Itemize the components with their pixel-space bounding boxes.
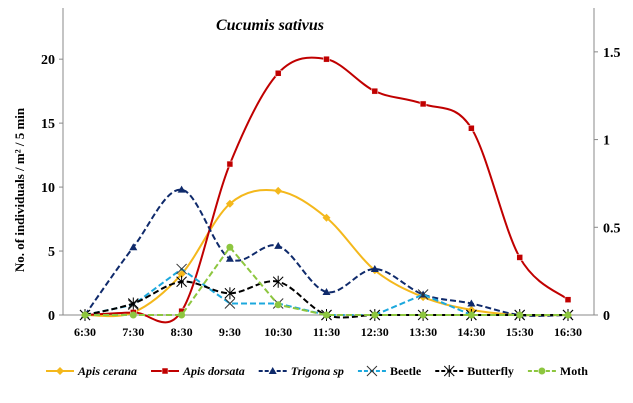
x-tick-label: 15:30 bbox=[506, 325, 534, 339]
data-point-moth bbox=[516, 311, 524, 319]
legend-label-apis-cerana: Apis cerana bbox=[77, 364, 137, 378]
data-point-trigona-sp bbox=[467, 299, 476, 307]
data-point-moth bbox=[129, 311, 137, 319]
y-tick-label: 10 bbox=[41, 181, 55, 196]
legend-label-beetle: Beetle bbox=[390, 364, 422, 378]
data-point-trigona-sp bbox=[177, 185, 186, 193]
legend-label-moth: Moth bbox=[560, 364, 588, 378]
x-tick-label: 13:30 bbox=[409, 325, 437, 339]
data-point-moth bbox=[81, 311, 89, 319]
chart-title: Cucumis sativus bbox=[216, 17, 324, 34]
data-point-apis-cerana bbox=[322, 213, 331, 222]
data-point-moth bbox=[564, 311, 572, 319]
y-tick-label: 5 bbox=[48, 245, 55, 260]
x-tick-label: 11:30 bbox=[313, 325, 340, 339]
legend-marker-butterfly bbox=[443, 365, 455, 377]
y2-tick-label: 1.5 bbox=[603, 46, 621, 61]
legend-label-trigona-sp: Trigona sp bbox=[291, 364, 344, 378]
data-point-beetle bbox=[417, 289, 429, 300]
data-point-apis-dorsata bbox=[419, 100, 427, 108]
data-point-trigona-sp bbox=[129, 243, 138, 251]
x-tick-label: 7:30 bbox=[122, 325, 144, 339]
data-point-moth bbox=[371, 311, 379, 319]
data-point-apis-cerana bbox=[274, 186, 283, 195]
data-point-moth bbox=[226, 243, 234, 251]
series-line-trigona-sp bbox=[84, 188, 569, 317]
y-tick-label: 0 bbox=[48, 309, 55, 324]
series-line-apis-dorsata bbox=[84, 56, 569, 324]
x-tick-label: 14:30 bbox=[457, 325, 485, 339]
legend-marker-beetle bbox=[366, 365, 378, 377]
y2-tick-label: 1 bbox=[603, 134, 610, 149]
data-point-apis-dorsata bbox=[371, 87, 379, 95]
legend-marker-trigona-sp bbox=[268, 367, 277, 374]
data-point-moth bbox=[178, 311, 186, 319]
data-point-apis-dorsata bbox=[564, 296, 572, 303]
x-tick-label: 8:30 bbox=[171, 325, 193, 339]
data-point-moth bbox=[323, 311, 330, 319]
data-point-trigona-sp bbox=[225, 254, 234, 262]
x-tick-label: 6:30 bbox=[74, 325, 96, 339]
legend-label-apis-dorsata: Apis dorsata bbox=[182, 364, 245, 378]
x-tick-label: 16:30 bbox=[554, 325, 582, 339]
y2-tick-label: 0.5 bbox=[603, 221, 621, 236]
data-point-moth bbox=[274, 301, 282, 309]
x-tick-label: 12:30 bbox=[361, 325, 389, 339]
data-point-apis-dorsata bbox=[274, 69, 282, 77]
y-axis-label: No. of individuals / m² / 5 min bbox=[12, 107, 27, 272]
data-point-butterfly bbox=[272, 275, 284, 288]
data-point-moth bbox=[419, 311, 427, 319]
y-tick-label: 20 bbox=[41, 53, 55, 68]
legend-marker-apis-dorsata bbox=[161, 367, 169, 375]
data-point-trigona-sp bbox=[322, 287, 331, 295]
data-point-apis-dorsata bbox=[323, 55, 330, 63]
legend-marker-moth bbox=[538, 367, 546, 375]
data-point-butterfly bbox=[224, 287, 236, 300]
data-point-apis-dorsata bbox=[516, 254, 523, 261]
data-point-trigona-sp bbox=[274, 241, 283, 249]
data-point-beetle bbox=[176, 263, 187, 275]
legend-label-butterfly: Butterfly bbox=[467, 364, 514, 378]
series-line-moth bbox=[85, 245, 568, 316]
data-point-moth bbox=[467, 311, 475, 319]
data-point-butterfly bbox=[127, 297, 139, 310]
data-point-apis-cerana bbox=[177, 270, 186, 279]
data-point-beetle bbox=[224, 298, 236, 309]
legend-marker-apis-cerana bbox=[56, 367, 64, 375]
y-tick-label: 15 bbox=[41, 117, 55, 132]
data-point-apis-cerana bbox=[225, 199, 234, 208]
y2-tick-label: 0 bbox=[603, 309, 610, 324]
data-point-apis-dorsata bbox=[468, 124, 475, 132]
x-tick-label: 9:30 bbox=[219, 325, 241, 339]
x-tick-label: 10:30 bbox=[264, 325, 292, 339]
data-point-apis-dorsata bbox=[226, 160, 234, 168]
data-point-trigona-sp bbox=[370, 264, 379, 272]
data-point-butterfly bbox=[176, 275, 187, 288]
